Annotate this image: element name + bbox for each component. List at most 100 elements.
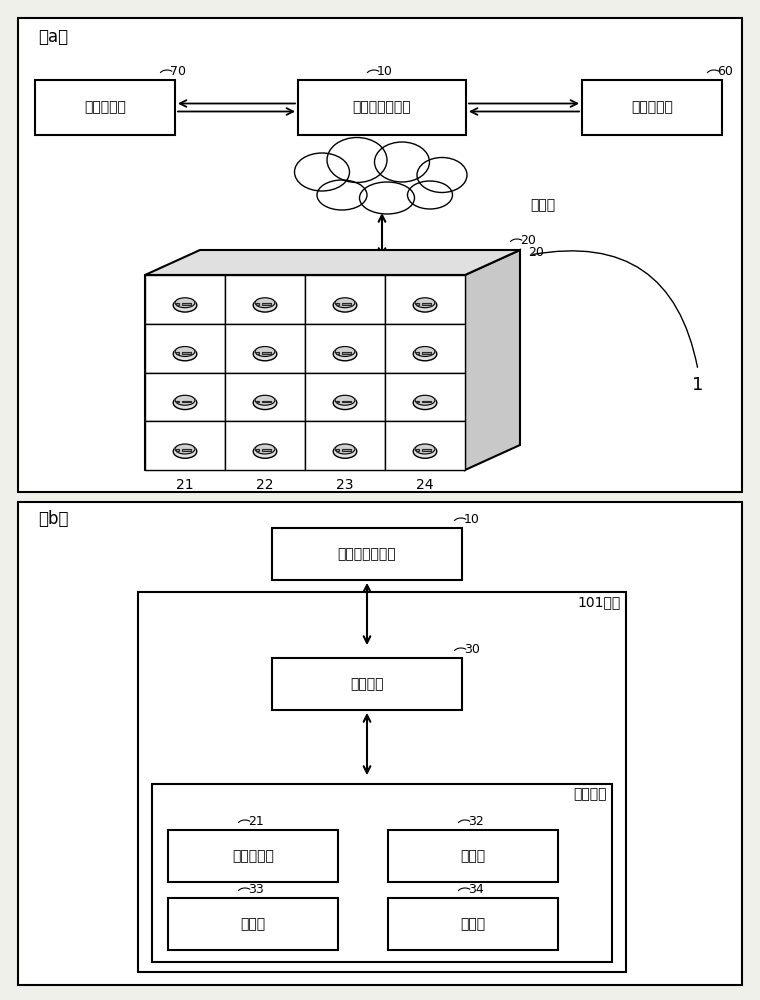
Bar [176,449,179,451]
Bar [262,449,271,451]
Bar [416,303,420,305]
Ellipse shape [375,142,429,182]
Text: 33: 33 [248,883,264,896]
Ellipse shape [173,445,197,458]
Bar [298,80,466,135]
Bar [305,324,385,372]
Text: 32: 32 [468,815,484,828]
Bar [225,275,305,324]
Bar [225,421,305,470]
Bar [256,352,259,354]
Text: 303号室: 303号室 [310,328,342,338]
Bar [385,324,465,372]
Ellipse shape [333,396,356,410]
Bar [272,528,462,580]
Bar [305,372,385,421]
Bar [145,275,465,470]
Bar [388,898,558,950]
Text: 设备控制服务器: 设备控制服务器 [353,101,411,114]
Ellipse shape [253,445,277,458]
Bar [225,372,305,421]
Bar [416,352,420,354]
Text: 34: 34 [468,883,484,896]
Text: 21: 21 [176,478,194,492]
Text: 扫除机器人: 扫除机器人 [232,849,274,863]
Text: 21: 21 [248,815,264,828]
Bar [138,592,626,972]
Ellipse shape [253,396,277,410]
Bar [182,401,191,402]
Bar [416,352,420,354]
Ellipse shape [335,444,355,454]
Bar [176,352,179,354]
Ellipse shape [359,182,414,214]
Ellipse shape [173,298,197,312]
Bar [582,80,722,135]
Bar [256,352,259,354]
Bar [176,401,179,402]
Ellipse shape [413,347,437,361]
Bar [256,401,259,402]
Bar [182,449,191,451]
Bar [422,303,431,305]
Text: 电视机: 电视机 [240,917,265,931]
Text: （b）: （b） [38,510,68,528]
Bar [18,502,742,985]
Bar [342,352,350,354]
Ellipse shape [335,347,355,356]
Bar [342,449,350,451]
Bar [176,352,179,354]
Text: 202号室: 202号室 [230,376,262,386]
Bar [35,80,175,135]
Ellipse shape [173,396,197,410]
Bar [145,324,225,372]
Text: 家庭网关: 家庭网关 [350,677,384,691]
Bar [256,449,259,451]
Text: 外部服务器: 外部服务器 [84,101,126,114]
Bar [168,830,338,882]
Bar [422,401,431,402]
Ellipse shape [175,347,195,356]
Ellipse shape [253,347,277,361]
Bar [256,303,259,305]
Bar [416,401,420,402]
Ellipse shape [173,347,197,361]
Ellipse shape [415,395,435,405]
Text: 电冰箱: 电冰箱 [461,849,486,863]
Ellipse shape [413,298,437,312]
Text: 404号室: 404号室 [390,279,423,289]
Ellipse shape [417,157,467,192]
Text: 101号室: 101号室 [578,595,621,609]
Text: 互联网: 互联网 [530,198,555,212]
Text: 402号室: 402号室 [230,279,262,289]
Bar [342,401,350,402]
Ellipse shape [317,180,367,210]
Bar [18,18,742,492]
Text: 401号室: 401号室 [150,279,182,289]
Bar [337,303,340,305]
Ellipse shape [335,395,355,405]
Bar [152,784,612,962]
Text: 102号室: 102号室 [230,425,262,435]
Bar [422,352,431,354]
Bar [145,275,225,324]
Text: 201号室: 201号室 [150,376,182,386]
Text: 70: 70 [170,65,186,78]
Ellipse shape [255,444,275,454]
Text: 60: 60 [717,65,733,78]
Bar [176,401,179,402]
Bar [337,401,340,402]
Text: 204号室: 204号室 [390,376,423,386]
Polygon shape [465,250,520,470]
Ellipse shape [333,298,356,312]
Bar [182,352,191,354]
Ellipse shape [175,298,195,308]
Bar [385,275,465,324]
Ellipse shape [255,395,275,405]
Bar [337,303,340,305]
Bar [337,401,340,402]
Ellipse shape [415,298,435,308]
Bar [256,401,259,402]
Bar [388,830,558,882]
Bar [262,401,271,402]
